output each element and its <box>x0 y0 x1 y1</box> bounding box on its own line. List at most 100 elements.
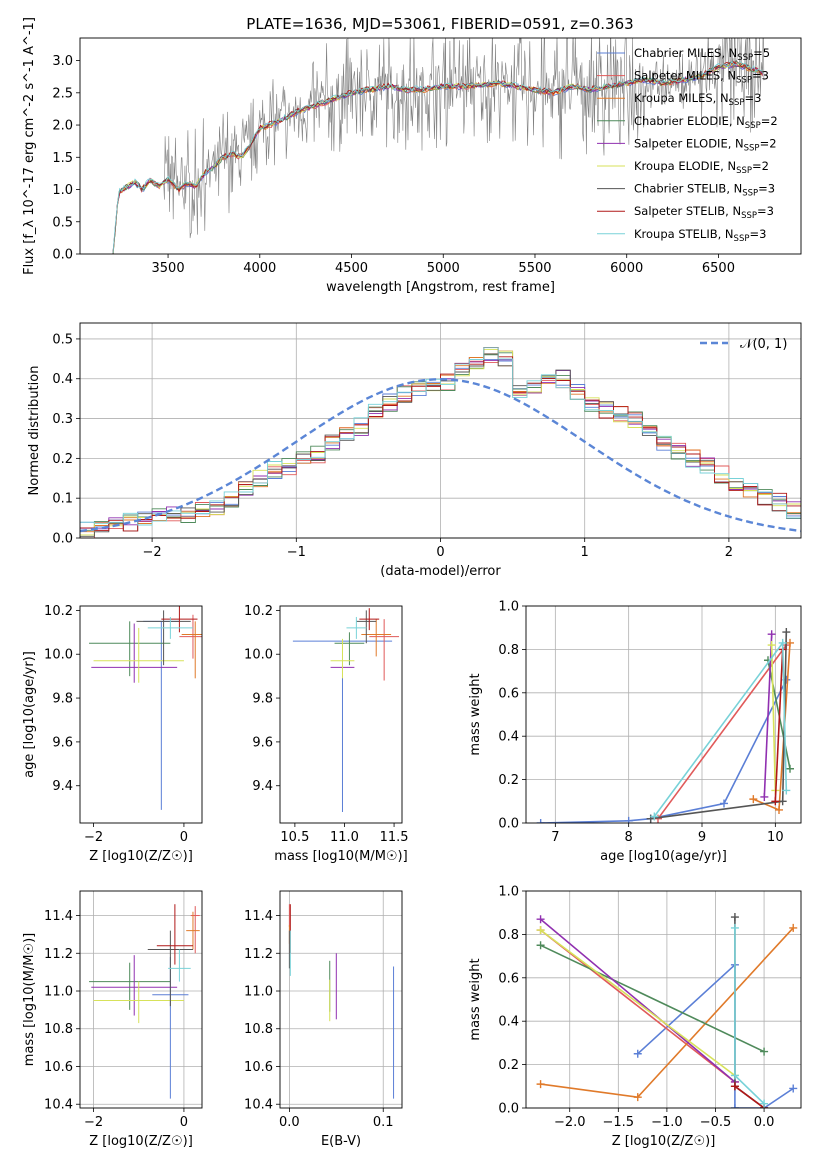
plus-marker <box>730 1082 739 1091</box>
y-tick-label: 10.8 <box>244 1022 273 1037</box>
series-line <box>540 679 788 823</box>
plus-marker <box>771 797 780 806</box>
plus-marker <box>786 638 794 647</box>
legend-label: Chabrier STELIB, NSSP=3 <box>634 182 775 199</box>
x-tick-label: 1 <box>581 545 589 560</box>
x-axis-label: wavelength [Angstrom, rest frame] <box>326 280 555 295</box>
legend-label: Chabrier ELODIE, NSSP=2 <box>634 114 778 131</box>
y-tick-label: 0.4 <box>498 1015 519 1030</box>
plus-marker <box>749 795 758 804</box>
axes-frame <box>279 605 403 824</box>
x-axis-label: age [log10(age/yr)] <box>600 849 727 864</box>
plus-marker <box>536 819 545 823</box>
series-line <box>540 918 736 1083</box>
plot-area-spectrum <box>112 38 765 254</box>
y-tick-label: 2.5 <box>52 86 73 101</box>
series-line <box>637 962 794 1108</box>
plus-marker <box>782 786 791 795</box>
y-axis-label: age [log10(age/yr)] <box>22 651 37 778</box>
x-tick-label: 8 <box>625 830 633 845</box>
x-tick-label: 11.5 <box>380 830 409 845</box>
x-tick-label: 6000 <box>610 261 643 276</box>
y-tick-label: 10.8 <box>44 1022 73 1037</box>
model-fit-line <box>112 60 763 254</box>
y-tick-label: 9.4 <box>252 779 273 794</box>
x-tick-label: 7 <box>551 830 559 845</box>
x-tick-label: 2 <box>725 545 733 560</box>
series-line <box>540 944 765 1053</box>
y-tick-label: 0.4 <box>498 730 519 745</box>
plot-area-mass-vs-ebv <box>288 904 395 1099</box>
axes-mass-weight-vs-Z: −2.0 −1.5 −1.0 −0.5 0.0 0.0 0.2 0.4 0.6 0.8 1.0 Z [… <box>468 885 802 1149</box>
y-axis-label: mass weight <box>468 673 483 755</box>
x-tick-label: 10.5 <box>280 830 309 845</box>
plus-marker <box>633 1093 642 1102</box>
x-tick-label: 6500 <box>702 261 735 276</box>
y-tick-label: 0.8 <box>498 928 519 943</box>
legend-label: Chabrier MILES, NSSP=5 <box>634 46 770 63</box>
y-tick-label: 9.6 <box>52 735 73 750</box>
axes-mass-weight-vs-age: 7 8 9 10 0.0 0.2 0.4 0.6 0.8 1.0 age [log10(age/yr… <box>468 600 802 864</box>
plot-area-age-vs-mass <box>292 608 400 813</box>
axes-frame <box>79 605 203 824</box>
x-tick-label: 0 <box>180 830 188 845</box>
legend-label: Kroupa ELODIE, NSSP=2 <box>634 159 769 176</box>
legend: 𝒩(0, 1) <box>700 337 787 352</box>
x-tick-label: −1.5 <box>603 1115 635 1130</box>
y-tick-label: 0.8 <box>498 643 519 658</box>
axes-frame <box>79 322 802 539</box>
axes-frame <box>279 890 403 1109</box>
y-tick-label: 11.4 <box>244 909 273 924</box>
series-line <box>770 645 777 791</box>
x-tick-label: 0 <box>436 545 444 560</box>
plus-marker <box>760 792 769 801</box>
x-tick-label: −2.0 <box>554 1115 586 1130</box>
y-tick-label: 1.0 <box>52 183 73 198</box>
y-axis-label: mass [log10(M/M☉)] <box>22 933 37 1066</box>
y-tick-label: 10.6 <box>244 1060 273 1075</box>
data-spectrum <box>112 38 765 254</box>
x-tick-label: 4500 <box>335 261 368 276</box>
y-axis-label: Normed distribution <box>27 366 42 496</box>
x-axis-label: mass [log10(M/M☉)] <box>274 849 407 864</box>
legend-label: Kroupa MILES, NSSP=3 <box>634 91 761 108</box>
x-axis-label: Z [log10(Z/Z☉)] <box>612 1134 716 1149</box>
axes-frame <box>79 37 802 255</box>
y-tick-label: 0.1 <box>52 492 73 507</box>
y-tick-label: 1.0 <box>498 885 519 900</box>
y-tick-label: 10.4 <box>44 1098 73 1113</box>
x-tick-label: −2 <box>84 830 103 845</box>
plus-marker <box>633 1049 642 1058</box>
y-tick-label: 10.2 <box>244 604 273 619</box>
series-line <box>540 929 736 1083</box>
model-fit-line <box>112 60 763 254</box>
y-tick-label: 10.0 <box>44 648 73 663</box>
series-line <box>653 640 788 817</box>
plus-marker <box>730 913 739 922</box>
y-tick-label: 0.0 <box>52 532 73 547</box>
plus-marker <box>730 923 739 932</box>
plus-marker <box>782 628 791 637</box>
plus-marker <box>730 1071 739 1080</box>
y-axis-label: mass weight <box>468 958 483 1040</box>
x-axis-label: (data-model)/error <box>380 564 501 579</box>
y-tick-label: 0.6 <box>498 971 519 986</box>
x-tick-label: −2 <box>143 545 162 560</box>
y-tick-label: 0.0 <box>52 248 73 263</box>
y-tick-label: 0.0 <box>498 817 519 832</box>
legend-label: 𝒩(0, 1) <box>740 337 787 352</box>
histogram-step <box>80 347 801 526</box>
figure-title: PLATE=1636, MJD=53061, FIBERID=0591, z=0… <box>246 15 633 33</box>
x-tick-label: 5000 <box>427 261 460 276</box>
y-tick-label: 10.6 <box>44 1060 73 1075</box>
y-tick-label: 0.5 <box>52 215 73 230</box>
x-tick-label: 11.0 <box>330 830 359 845</box>
x-axis-label: Z [log10(Z/Z☉)] <box>89 1134 193 1149</box>
plus-marker <box>760 1099 769 1108</box>
plus-marker <box>536 915 545 924</box>
y-tick-label: 10.2 <box>44 604 73 619</box>
x-tick-label: 0.0 <box>754 1115 775 1130</box>
plus-marker <box>778 638 787 647</box>
y-tick-label: 0.4 <box>52 372 73 387</box>
axes-age-vs-Z: −2 0 9.4 9.6 9.8 10.0 10.2 Z [log10(Z/Z☉)] age [… <box>22 604 203 864</box>
